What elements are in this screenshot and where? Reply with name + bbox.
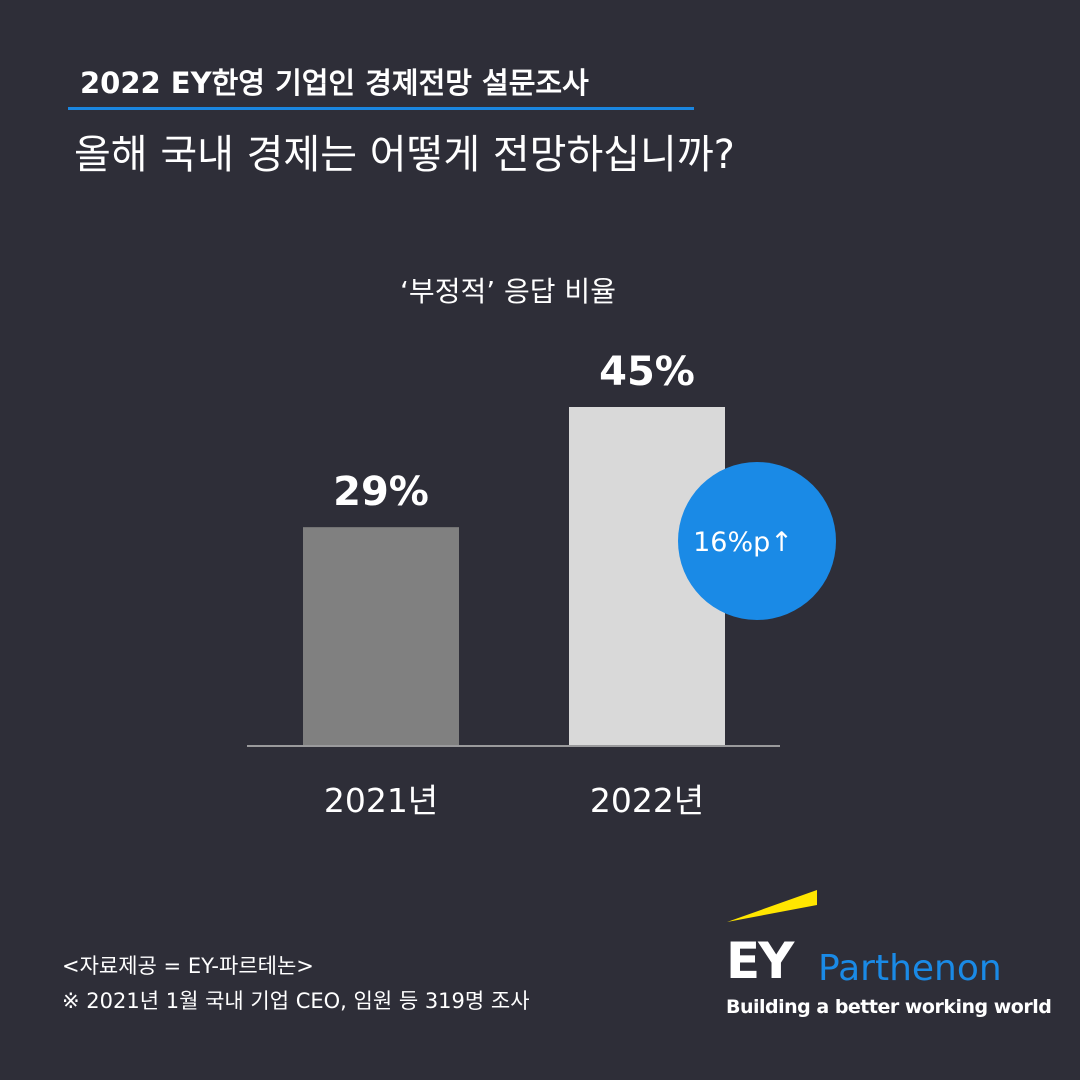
source-note: <자료제공 = EY-파르테논> [62,954,314,978]
parthenon-logo-text: Parthenon [818,948,1002,989]
logo-tagline: Building a better working world [726,996,1052,1018]
ey-logo-text: EY [726,932,794,990]
data-label: 29% [333,469,429,515]
question-title: 올해 국내 경제는 어떻게 전망하십니까? [74,132,735,178]
chart-title: ‘부정적’ 응답 비율 [400,275,616,308]
data-label: 45% [599,349,695,395]
change-badge-label: 16%p↑ [693,527,793,558]
category-label: 2022년 [590,781,704,820]
ey-yellow-beam [727,890,817,922]
change-badge [678,462,836,620]
bar-2021년 [303,527,459,745]
survey-note: ※ 2021년 1월 국내 기업 CEO, 임원 등 319명 조사 [62,989,530,1013]
kicker-title: 2022 EY한영 기업인 경제전망 설문조사 [80,66,589,100]
kicker-underline [68,107,694,110]
category-label: 2021년 [324,781,438,820]
